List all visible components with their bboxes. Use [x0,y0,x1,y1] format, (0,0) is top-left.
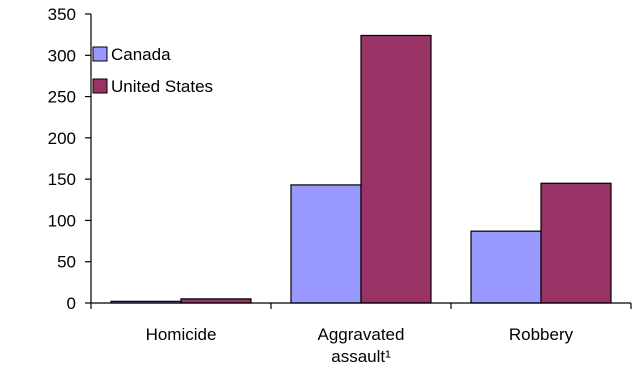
axes-layer: 0 50 100 150 200 250 300 350 Homicide Aggravated a… [48,5,632,366]
y-tick-label: 0 [67,294,76,313]
x-category-label: Aggravated assault¹ [318,325,405,366]
y-tick-label: 350 [48,5,76,24]
bar-canada-2 [470,230,542,304]
legend-label-canada: Canada [111,45,171,64]
y-tick-label: 50 [57,253,76,272]
y-tick-label: 100 [48,211,76,230]
bar-united-states-2 [540,182,612,304]
bar-united-states-0 [180,298,252,304]
legend: Canada United States [92,45,213,96]
legend-swatch-united-states [92,78,108,94]
bar-canada-1 [290,184,362,304]
y-tick-label: 300 [48,46,76,65]
x-category-label: Robbery [509,325,574,344]
y-tick-label: 250 [48,88,76,107]
legend-label-united-states: United States [111,77,213,96]
legend-swatch-canada [92,46,108,62]
bars-layer [110,34,612,304]
y-tick-label: 150 [48,170,76,189]
x-category-label: Homicide [146,325,217,344]
y-tick-label: 200 [48,129,76,148]
bar-united-states-1 [360,34,432,304]
